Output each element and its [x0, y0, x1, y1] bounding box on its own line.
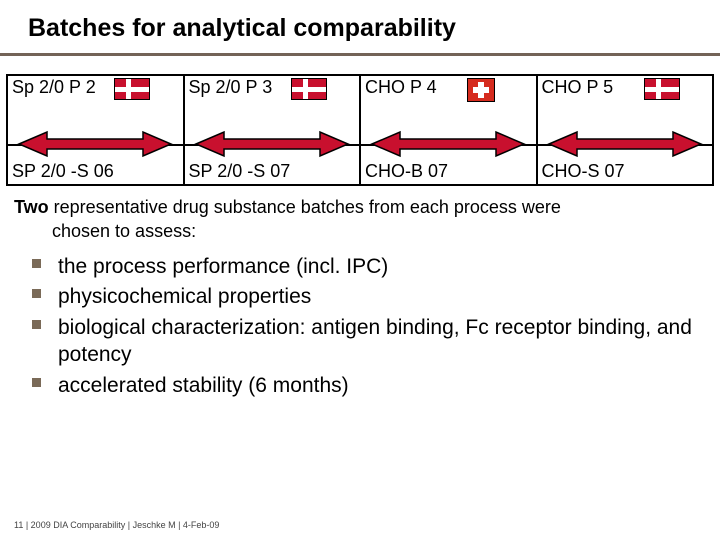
top-label: Sp 2/0 P 2 — [12, 77, 96, 98]
flag-dk-icon — [644, 78, 680, 100]
cell-symbol — [644, 78, 680, 100]
grid-bottom-cell: CHO-B 07 — [359, 146, 536, 184]
flag-ch-icon — [467, 78, 495, 102]
bottom-label: SP 2/0 -S 07 — [189, 161, 291, 182]
bullet-item: the process performance (incl. IPC) — [32, 252, 706, 283]
slide-footer: 11 | 2009 DIA Comparability | Jeschke M … — [14, 520, 219, 530]
grid-row-top: Sp 2/0 P 2 Sp 2/0 P 3 CHO P 4 CHO P 5 — [8, 76, 712, 144]
intro-line2: chosen to assess: — [14, 220, 706, 244]
top-label: CHO P 4 — [365, 77, 437, 98]
top-label: Sp 2/0 P 3 — [189, 77, 273, 98]
grid-top-cell: Sp 2/0 P 2 — [8, 76, 183, 144]
bullet-list: the process performance (incl. IPC)physi… — [14, 252, 706, 402]
cell-symbol — [467, 78, 495, 102]
title-rule — [0, 53, 720, 56]
bottom-label: CHO-B 07 — [365, 161, 448, 182]
intro-bold: Two — [14, 197, 49, 217]
bottom-label: CHO-S 07 — [542, 161, 625, 182]
grid-top-cell: Sp 2/0 P 3 — [183, 76, 360, 144]
grid-top-cell: CHO P 5 — [536, 76, 713, 144]
top-label: CHO P 5 — [542, 77, 614, 98]
flag-dk-icon — [114, 78, 150, 100]
bottom-label: SP 2/0 -S 06 — [12, 161, 114, 182]
intro-line1: representative drug substance batches fr… — [49, 197, 561, 217]
bullet-item: physicochemical properties — [32, 282, 706, 313]
body-text: Two representative drug substance batche… — [14, 196, 706, 402]
grid-bottom-cell: SP 2/0 -S 07 — [183, 146, 360, 184]
bullet-item: biological characterization: antigen bin… — [32, 313, 706, 371]
comparability-grid: Sp 2/0 P 2 Sp 2/0 P 3 CHO P 4 CHO P 5 SP… — [6, 74, 714, 186]
grid-top-cell: CHO P 4 — [359, 76, 536, 144]
cell-symbol — [114, 78, 150, 100]
grid-bottom-cell: CHO-S 07 — [536, 146, 713, 184]
cell-symbol — [291, 78, 327, 100]
bullet-item: accelerated stability (6 months) — [32, 371, 706, 402]
grid-row-bottom: SP 2/0 -S 06 SP 2/0 -S 07 CHO-B 07 CHO-S 07 — [8, 144, 712, 184]
intro-text: Two representative drug substance batche… — [14, 196, 706, 244]
grid-bottom-cell: SP 2/0 -S 06 — [8, 146, 183, 184]
page-title: Batches for analytical comparability — [0, 0, 720, 53]
flag-dk-icon — [291, 78, 327, 100]
